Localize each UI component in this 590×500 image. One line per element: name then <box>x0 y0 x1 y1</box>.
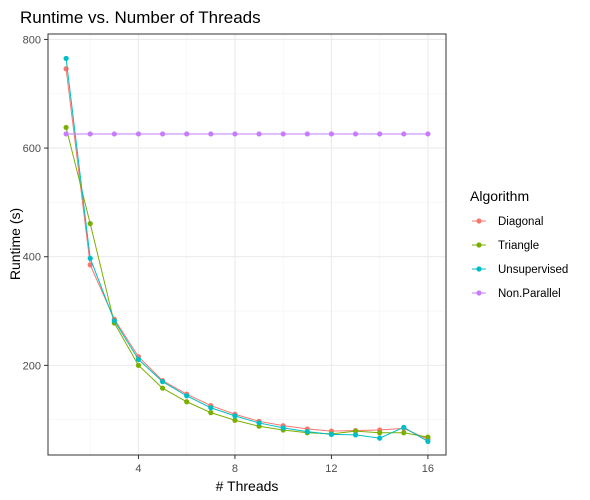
point-triangle <box>232 417 238 423</box>
point-unsupervised <box>111 318 117 324</box>
point-diagonal <box>87 262 93 268</box>
x-tick-label: 8 <box>232 463 238 475</box>
grid <box>48 34 446 455</box>
point-non-parallel <box>377 131 383 137</box>
point-triangle <box>159 385 166 391</box>
point-unsupervised <box>63 55 69 62</box>
point-non-parallel <box>87 131 93 137</box>
point-unsupervised <box>328 431 335 437</box>
point-triangle <box>425 434 431 440</box>
point-triangle <box>184 399 190 405</box>
point-non-parallel <box>280 131 286 137</box>
point-unsupervised <box>184 393 190 399</box>
point-triangle <box>63 124 69 131</box>
point-triangle <box>135 362 142 368</box>
series-diagonal <box>63 66 431 442</box>
legend-item-non-parallel: Non.Parallel <box>472 288 561 300</box>
point-unsupervised <box>208 405 214 411</box>
point-triangle <box>377 430 383 436</box>
point-unsupervised <box>159 379 166 385</box>
point-non-parallel <box>184 131 190 137</box>
y-axis-title: Runtime (s) <box>7 208 23 280</box>
legend-item-diagonal: Diagonal <box>472 216 543 228</box>
point-unsupervised <box>232 413 238 419</box>
legend: Algorithm Diagonal Triangle Unsupervised No… <box>470 188 568 300</box>
series-layer <box>63 55 431 445</box>
point-non-parallel <box>304 131 310 137</box>
x-tick-label: 12 <box>325 463 337 475</box>
legend-item-triangle: Triangle <box>472 240 539 252</box>
point-unsupervised <box>352 432 359 438</box>
point-non-parallel <box>63 131 69 137</box>
point-triangle <box>87 220 93 227</box>
legend-item-unsupervised: Unsupervised <box>472 264 568 276</box>
point-non-parallel <box>425 131 431 137</box>
chart-title: Runtime vs. Number of Threads <box>20 8 261 27</box>
point-unsupervised <box>87 255 93 261</box>
legend-label: Non.Parallel <box>498 288 561 300</box>
x-tick-label: 16 <box>422 463 434 475</box>
point-unsupervised <box>280 425 286 431</box>
point-unsupervised <box>135 356 142 362</box>
y-tick-label: 600 <box>23 143 41 155</box>
panel-border <box>47 33 447 456</box>
line-diagonal <box>65 68 429 440</box>
point-unsupervised <box>425 438 431 445</box>
series-triangle <box>63 124 431 440</box>
legend-key-point <box>476 242 482 248</box>
point-unsupervised <box>304 429 310 435</box>
line-unsupervised <box>65 58 429 442</box>
y-tick-label: 400 <box>23 252 41 264</box>
legend-label: Triangle <box>498 240 539 252</box>
point-non-parallel <box>208 131 214 137</box>
x-axis-title: # Threads <box>216 478 279 494</box>
point-non-parallel <box>256 131 262 137</box>
point-non-parallel <box>159 131 166 137</box>
point-unsupervised <box>401 424 407 430</box>
point-non-parallel <box>135 131 142 137</box>
point-triangle <box>352 428 359 434</box>
line-triangle <box>65 127 428 438</box>
point-non-parallel <box>401 131 407 137</box>
point-non-parallel <box>111 131 117 137</box>
point-non-parallel <box>328 131 335 137</box>
point-non-parallel <box>232 131 238 137</box>
point-unsupervised <box>377 435 383 441</box>
legend-label: Diagonal <box>498 216 543 228</box>
x-tick-label: 4 <box>135 463 141 475</box>
legend-key-point <box>476 218 482 224</box>
point-non-parallel <box>352 131 359 137</box>
series-non-parallel <box>63 131 431 137</box>
point-triangle <box>208 410 214 416</box>
series-unsupervised <box>63 55 431 445</box>
legend-title: Algorithm <box>470 188 529 204</box>
point-unsupervised <box>256 420 262 426</box>
legend-key-point <box>476 266 482 272</box>
legend-key-point <box>476 290 482 296</box>
legend-label: Unsupervised <box>498 264 568 276</box>
point-triangle <box>401 430 407 436</box>
y-tick-label: 800 <box>23 34 41 46</box>
axis-ticks: 4 8 12 16 200 400 600 800 <box>23 34 434 475</box>
y-tick-label: 200 <box>23 360 41 372</box>
